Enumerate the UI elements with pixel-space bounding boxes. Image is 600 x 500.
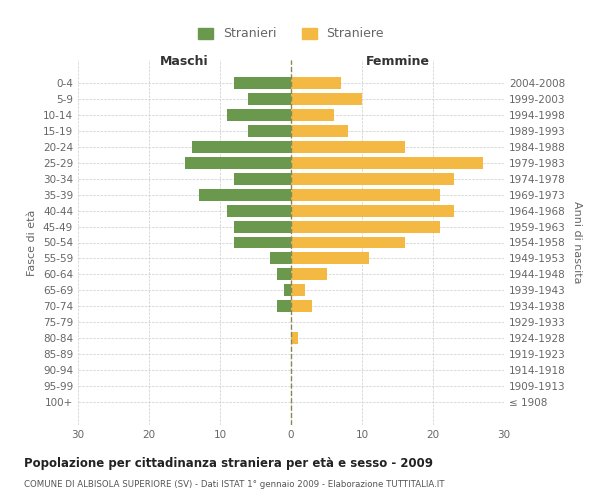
Text: Popolazione per cittadinanza straniera per età e sesso - 2009: Popolazione per cittadinanza straniera p…: [24, 458, 433, 470]
Bar: [291, 156, 482, 168]
Bar: [291, 188, 440, 200]
Bar: [227, 108, 291, 120]
Bar: [270, 252, 291, 264]
Bar: [284, 284, 291, 296]
Y-axis label: Anni di nascita: Anni di nascita: [572, 201, 582, 284]
Bar: [191, 140, 291, 152]
Bar: [248, 92, 291, 104]
Bar: [291, 268, 326, 280]
Bar: [291, 172, 454, 184]
Bar: [291, 92, 362, 104]
Bar: [234, 220, 291, 232]
Bar: [291, 140, 404, 152]
Bar: [277, 300, 291, 312]
Bar: [185, 156, 291, 168]
Y-axis label: Fasce di età: Fasce di età: [28, 210, 37, 276]
Bar: [234, 76, 291, 88]
Bar: [291, 300, 313, 312]
Bar: [291, 124, 348, 136]
Bar: [291, 252, 369, 264]
Bar: [277, 268, 291, 280]
Bar: [291, 220, 440, 232]
Bar: [291, 76, 341, 88]
Text: Femmine: Femmine: [365, 55, 430, 68]
Bar: [234, 236, 291, 248]
Bar: [199, 188, 291, 200]
Bar: [248, 124, 291, 136]
Bar: [291, 204, 454, 216]
Bar: [291, 108, 334, 120]
Text: COMUNE DI ALBISOLA SUPERIORE (SV) - Dati ISTAT 1° gennaio 2009 - Elaborazione TU: COMUNE DI ALBISOLA SUPERIORE (SV) - Dati…: [24, 480, 445, 489]
Bar: [227, 204, 291, 216]
Legend: Stranieri, Straniere: Stranieri, Straniere: [193, 22, 389, 46]
Bar: [291, 332, 298, 344]
Bar: [291, 284, 305, 296]
Text: Maschi: Maschi: [160, 55, 209, 68]
Bar: [291, 236, 404, 248]
Bar: [234, 172, 291, 184]
